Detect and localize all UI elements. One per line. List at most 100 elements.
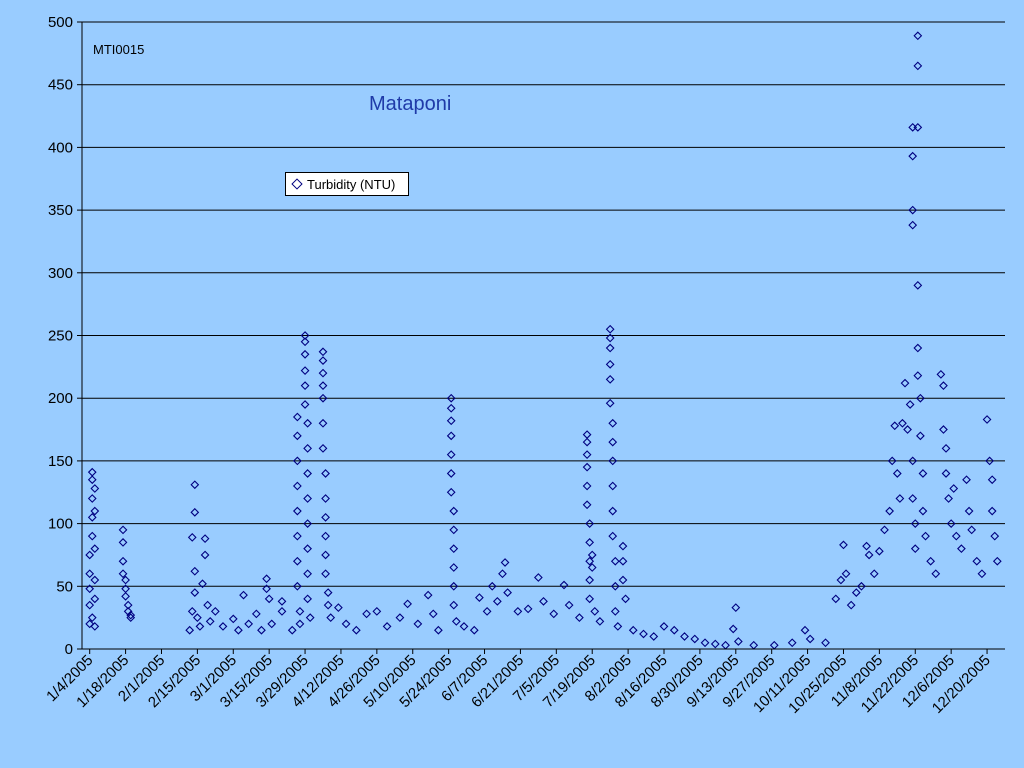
data-point	[905, 400, 915, 409]
data-point	[913, 280, 923, 290]
data-point	[195, 622, 205, 631]
data-point	[936, 369, 946, 379]
data-point	[292, 581, 302, 591]
data-point	[90, 622, 100, 631]
data-point	[118, 556, 128, 566]
data-point	[326, 613, 336, 623]
data-point	[587, 563, 597, 572]
data-point	[90, 575, 100, 585]
data-point	[303, 544, 312, 554]
y-tick-label: 400	[48, 139, 73, 156]
data-point	[267, 619, 277, 629]
data-point	[85, 584, 95, 594]
data-point	[608, 437, 618, 447]
data-point	[185, 625, 195, 635]
data-point	[85, 550, 95, 560]
data-point	[251, 609, 261, 619]
data-point	[913, 371, 923, 381]
data-point	[239, 590, 248, 600]
data-point	[613, 622, 623, 631]
data-point	[944, 494, 953, 503]
data-point	[908, 494, 918, 503]
data-point	[895, 494, 905, 503]
data-point	[585, 556, 595, 566]
data-point	[403, 599, 412, 609]
data-point	[187, 607, 197, 616]
data-point	[628, 625, 638, 635]
data-point	[190, 507, 200, 517]
data-point	[187, 533, 197, 542]
data-point	[300, 337, 310, 347]
data-point	[951, 531, 961, 541]
data-point	[264, 594, 274, 604]
data-point	[90, 594, 100, 604]
data-point	[918, 506, 928, 516]
data-point	[610, 556, 620, 566]
data-point	[908, 205, 918, 215]
data-point	[118, 525, 128, 535]
data-point	[921, 531, 930, 541]
data-point	[449, 506, 459, 516]
data-point	[908, 456, 918, 466]
data-point	[985, 456, 994, 466]
data-point	[669, 625, 679, 635]
data-point	[590, 607, 600, 616]
data-point	[121, 591, 130, 601]
data-point	[918, 469, 928, 478]
data-point	[449, 544, 459, 554]
data-point	[321, 469, 330, 478]
y-tick-label: 450	[48, 77, 73, 94]
data-point	[564, 600, 574, 610]
data-point	[446, 431, 456, 441]
data-point	[321, 512, 330, 522]
data-point	[949, 484, 959, 493]
data-point	[805, 634, 815, 644]
data-point	[90, 484, 100, 493]
data-point	[118, 538, 128, 547]
data-point	[964, 506, 974, 516]
y-tick-label: 500	[48, 14, 73, 31]
data-point	[900, 378, 910, 388]
data-point	[885, 506, 895, 516]
data-point	[190, 480, 200, 490]
data-point	[585, 594, 595, 604]
data-point	[257, 625, 266, 635]
data-point	[800, 625, 810, 635]
data-point	[295, 607, 305, 616]
data-point	[649, 632, 659, 641]
data-point	[362, 609, 371, 619]
data-point	[972, 556, 982, 566]
data-point	[395, 613, 405, 623]
data-point	[244, 619, 254, 629]
data-point	[700, 638, 710, 648]
y-tick-label: 250	[48, 328, 73, 345]
data-point	[605, 333, 615, 343]
data-point	[434, 625, 443, 635]
data-point	[428, 609, 438, 619]
data-point	[575, 613, 584, 623]
data-point	[605, 324, 615, 334]
data-point	[287, 625, 297, 635]
data-point	[585, 519, 595, 528]
data-point	[318, 418, 328, 428]
data-point	[890, 421, 900, 431]
data-point	[990, 531, 1000, 541]
data-point	[962, 475, 971, 485]
data-point	[585, 538, 595, 547]
data-point	[446, 416, 456, 426]
data-point	[913, 61, 923, 71]
data-point	[321, 550, 330, 560]
data-point	[277, 607, 287, 616]
data-point	[582, 450, 592, 460]
data-point	[939, 425, 948, 434]
data-point	[857, 581, 866, 591]
data-point	[218, 622, 228, 631]
data-point	[292, 412, 302, 422]
data-point	[300, 366, 310, 375]
data-point	[413, 619, 423, 629]
data-point	[559, 580, 569, 590]
data-point	[205, 617, 215, 626]
data-point	[121, 575, 130, 585]
data-point	[449, 563, 459, 572]
y-tick-label: 100	[48, 516, 73, 533]
